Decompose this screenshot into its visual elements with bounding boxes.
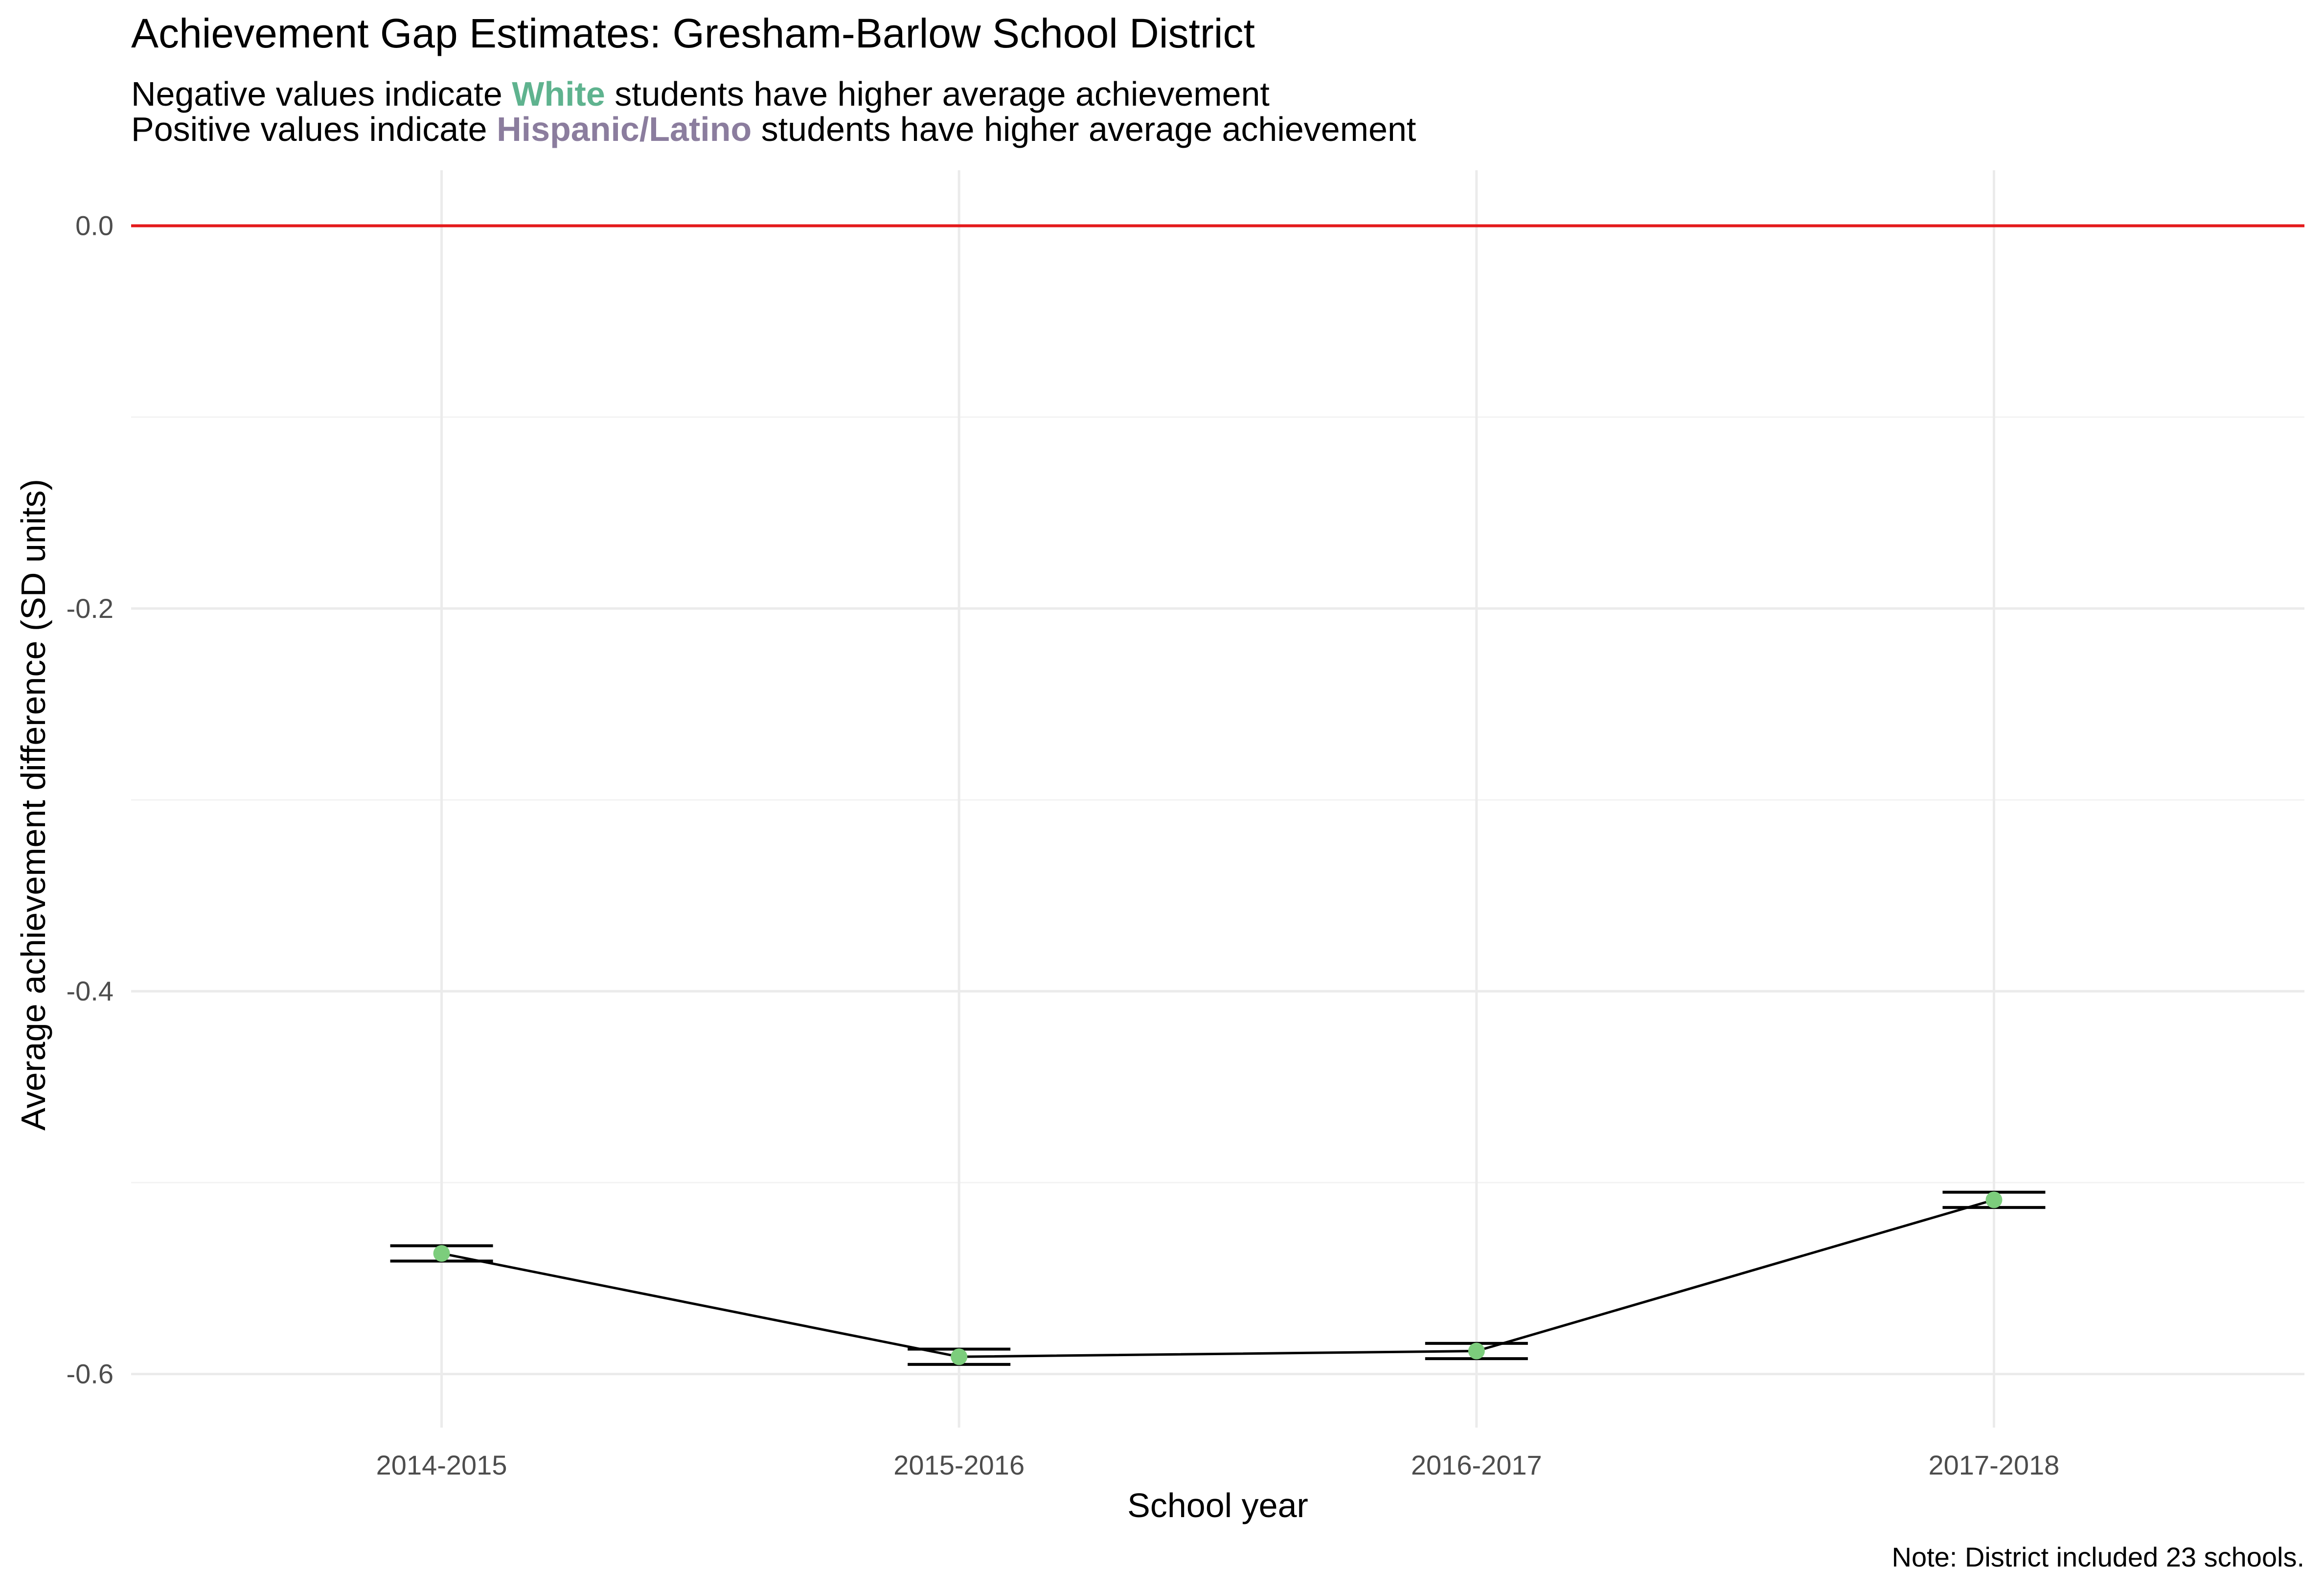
data-point (433, 1245, 450, 1262)
x-tick-labels: 2014-2015 2015-2016 2016-2017 2017-2018 (376, 1450, 2060, 1480)
subtitle-highlight-hispanic: Hispanic/Latino (497, 110, 752, 148)
y-tick-labels: 0.0 -0.2 -0.4 -0.6 (67, 210, 114, 1389)
data-point (951, 1348, 968, 1365)
subtitle-line-2-before: Positive values indicate (131, 110, 497, 148)
grid (131, 170, 2304, 1428)
subtitle-line-2: Positive values indicate Hispanic/Latino… (131, 110, 1416, 148)
error-bars (390, 1190, 2046, 1366)
subtitle-line-1-after: students have higher average achievement (605, 75, 1270, 113)
subtitle-line-2-after: students have higher average achievement (752, 110, 1416, 148)
subtitle-highlight-white: White (512, 75, 605, 113)
x-tick-label: 2017-2018 (1929, 1450, 2060, 1480)
series-line (441, 1199, 1995, 1358)
y-axis-title: Average achievement difference (SD units… (14, 479, 52, 1131)
y-tick-label: 0.0 (75, 210, 114, 241)
y-tick-label: -0.6 (67, 1358, 114, 1389)
x-tick-label: 2016-2017 (1411, 1450, 1542, 1480)
x-tick-label: 2014-2015 (376, 1450, 507, 1480)
y-tick-label: -0.4 (67, 976, 114, 1006)
subtitle-line-1-before: Negative values indicate (131, 75, 512, 113)
data-point (1985, 1191, 2003, 1208)
y-tick-label: -0.2 (67, 593, 114, 624)
chart-title: Achievement Gap Estimates: Gresham-Barlo… (131, 10, 1255, 56)
data-point (1468, 1342, 1485, 1360)
x-tick-label: 2015-2016 (893, 1450, 1025, 1480)
caption-note: Note: District included 23 schools. (1892, 1542, 2305, 1572)
subtitle-line-1: Negative values indicate White students … (131, 75, 1270, 113)
series-line-layer (441, 1199, 1995, 1358)
x-axis-title: School year (1127, 1486, 1308, 1524)
data-points (433, 1191, 2003, 1365)
